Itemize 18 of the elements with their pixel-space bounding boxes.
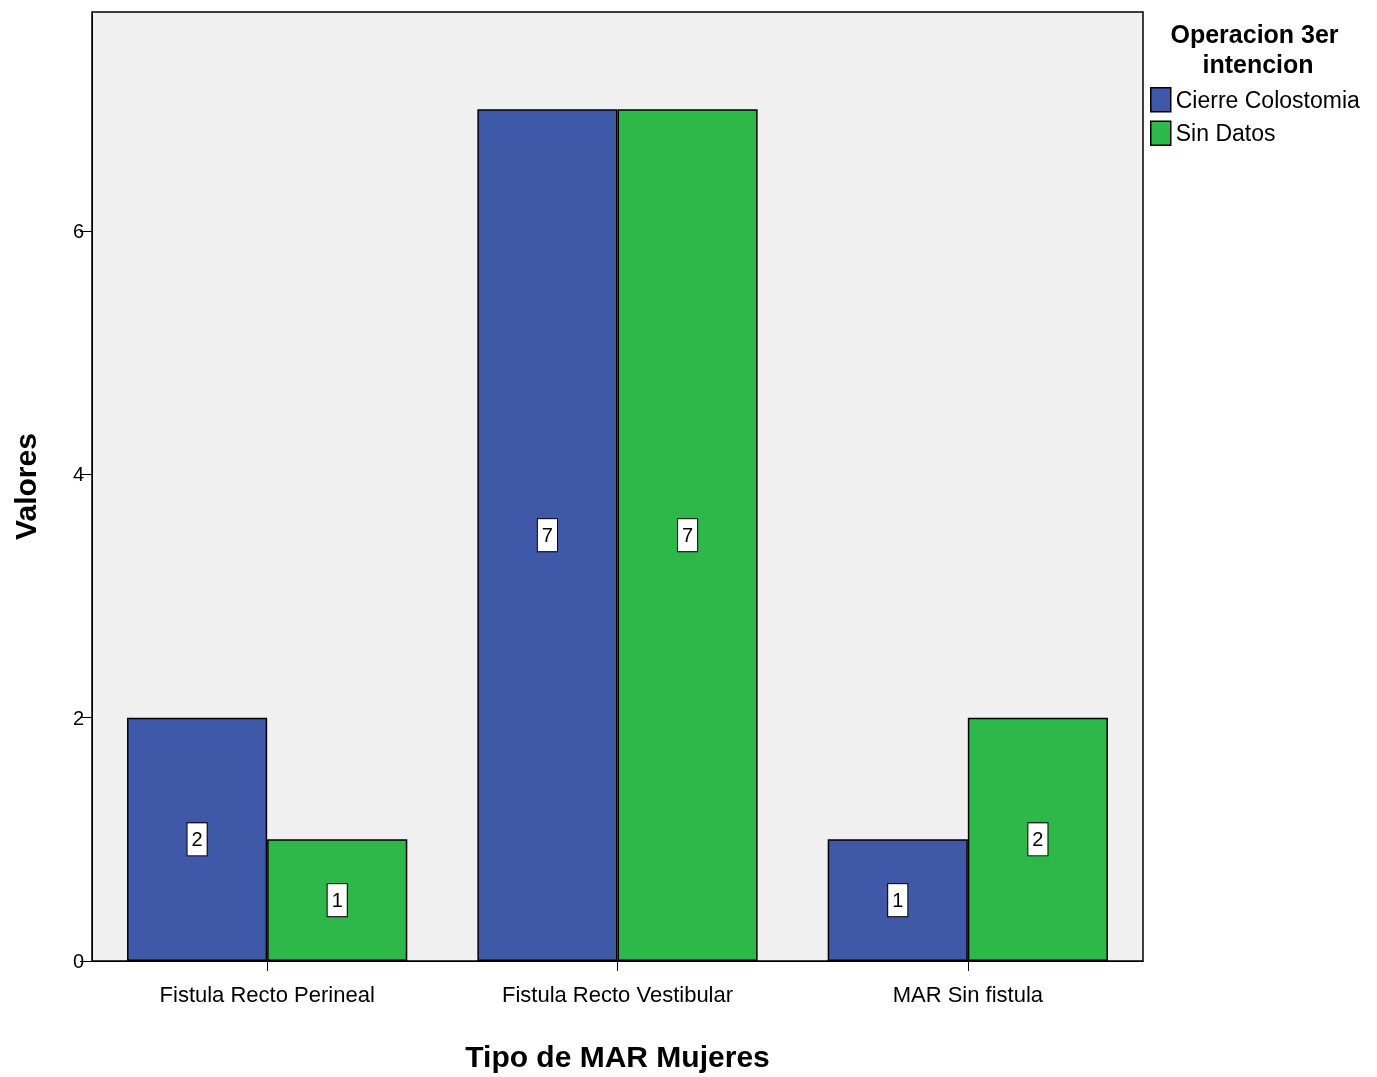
y-tick-label: 4 xyxy=(72,463,84,486)
data-label: 1 xyxy=(331,889,343,912)
legend-label: Sin Datos xyxy=(1175,120,1276,147)
x-tick-label: MAR Sin fistula xyxy=(892,981,1044,1007)
y-axis-title: Valores xyxy=(8,433,42,540)
y-tick-label: 0 xyxy=(72,950,84,972)
data-label: 7 xyxy=(541,524,553,547)
x-tick-label: Fistula Recto Vestibular xyxy=(501,981,734,1007)
data-label: 7 xyxy=(682,524,694,547)
data-label: 1 xyxy=(892,889,904,912)
data-label: 2 xyxy=(191,828,203,851)
x-axis-title: Tipo de MAR Mujeres xyxy=(465,1039,770,1073)
legend-label: Cierre Colostomia xyxy=(1175,86,1361,113)
x-tick-label: Fistula Recto Perineal xyxy=(159,981,375,1007)
y-tick-label: 2 xyxy=(72,706,84,729)
y-tick-label: 6 xyxy=(72,220,84,242)
data-label: 2 xyxy=(1032,828,1044,851)
legend-title: Operacion 3er intencion xyxy=(1170,20,1346,78)
